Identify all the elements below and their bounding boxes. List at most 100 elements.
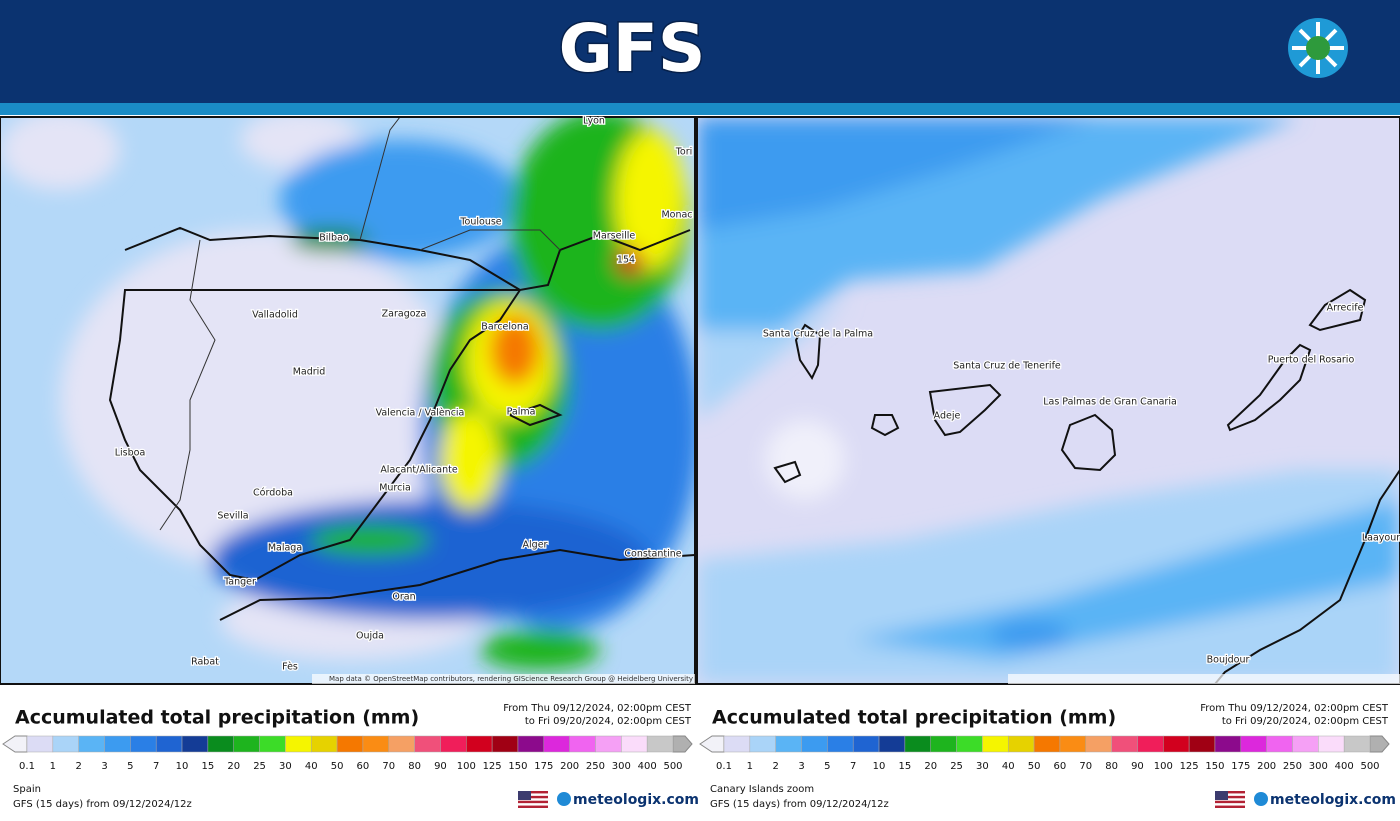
map-label: Santa Cruz de Tenerife bbox=[953, 361, 1061, 372]
colorbar-cell bbox=[801, 735, 828, 753]
map-label: Fès bbox=[282, 662, 298, 673]
attribution-bg bbox=[312, 674, 695, 684]
colorbar-cell bbox=[982, 735, 1009, 753]
colorbar-tick-label: 400 bbox=[1335, 761, 1354, 772]
colorbar-tick-label: 125 bbox=[1180, 761, 1199, 772]
map-label: Alacant/Alicante bbox=[380, 465, 458, 476]
legend-region: Canary Islands zoom bbox=[710, 784, 814, 795]
colorbar-cell bbox=[26, 735, 54, 753]
map-label: Constantine bbox=[624, 549, 681, 560]
colorbar-tick-label: 150 bbox=[1205, 761, 1224, 772]
colorbar-tick-label: 70 bbox=[1079, 761, 1092, 772]
colorbar-cell bbox=[1085, 735, 1112, 753]
colorbar-cell bbox=[491, 735, 519, 753]
map-label: Santa Cruz de la Palma bbox=[763, 329, 873, 340]
colorbar-cell bbox=[723, 735, 751, 753]
map-label: Adeje bbox=[934, 411, 961, 422]
map-label: Lyon bbox=[583, 116, 605, 127]
map-label: Laayoune bbox=[1362, 533, 1400, 544]
brand-icon bbox=[1254, 792, 1268, 806]
map-label: Arrecife bbox=[1327, 303, 1364, 314]
colorbar-tick-label: 20 bbox=[924, 761, 937, 772]
colorbar-tick-label: 80 bbox=[408, 761, 421, 772]
map-label: 154 bbox=[617, 255, 635, 266]
colorbar-tick-label: 0.1 bbox=[716, 761, 732, 772]
colorbar-cell bbox=[362, 735, 390, 753]
map-label: Zaragoza bbox=[382, 309, 427, 320]
colorbar-tick-label: 10 bbox=[176, 761, 189, 772]
map-label: Murcia bbox=[379, 483, 411, 494]
colorbar-tick-label: 150 bbox=[508, 761, 527, 772]
colorbar-tick-label: 40 bbox=[305, 761, 318, 772]
colorbar-cell bbox=[1007, 735, 1035, 753]
legend-from: From Thu 09/12/2024, 02:00pm CEST bbox=[1200, 703, 1389, 714]
colorbar-tick-label: 50 bbox=[331, 761, 344, 772]
colorbar-cell bbox=[310, 735, 338, 753]
colorbar-tick-label: 50 bbox=[1028, 761, 1041, 772]
colorbar-tick-label: 200 bbox=[1257, 761, 1276, 772]
colorbar-cell bbox=[517, 735, 545, 753]
colorbar-tick-label: 90 bbox=[434, 761, 447, 772]
map-label: Toulouse bbox=[459, 217, 501, 228]
flag-stripe bbox=[1215, 793, 1245, 796]
legend-title: Accumulated total precipitation (mm) bbox=[712, 707, 1116, 729]
colorbar-cell bbox=[1188, 735, 1216, 753]
map-label: Alger bbox=[523, 540, 548, 551]
colorbar-cell bbox=[930, 735, 957, 753]
header-bar bbox=[0, 0, 1400, 103]
header-title: GFS bbox=[559, 10, 706, 87]
flag-stripe bbox=[518, 803, 548, 806]
colorbar-tick-label: 250 bbox=[586, 761, 605, 772]
colorbar-tick-label: 15 bbox=[899, 761, 912, 772]
flag-stripe bbox=[1215, 798, 1245, 801]
colorbar-tick-label: 10 bbox=[873, 761, 886, 772]
colorbar-tick-label: 5 bbox=[824, 761, 830, 772]
colorbar-cell bbox=[775, 735, 802, 753]
colorbar-cell bbox=[621, 735, 648, 753]
flag-stripe bbox=[518, 793, 548, 796]
colorbar-cell bbox=[440, 735, 467, 753]
colorbar-tick-label: 7 bbox=[850, 761, 856, 772]
colorbar-tick-label: 125 bbox=[483, 761, 502, 772]
colorbar-arrow bbox=[1369, 735, 1390, 753]
flag-canton bbox=[1215, 791, 1228, 800]
legend-region: Spain bbox=[13, 784, 41, 795]
map-label: Oran bbox=[392, 592, 415, 603]
legend-title: Accumulated total precipitation (mm) bbox=[15, 707, 419, 729]
map-attribution: Map data © OpenStreetMap contributors, r… bbox=[329, 675, 693, 683]
colorbar-tick-label: 500 bbox=[663, 761, 682, 772]
map-canary bbox=[697, 117, 1400, 684]
colorbar-cell bbox=[1163, 735, 1190, 753]
colorbar-cell bbox=[646, 735, 674, 753]
colorbar-tick-label: 3 bbox=[101, 761, 107, 772]
colorbar-cell bbox=[466, 735, 493, 753]
colorbar-tick-label: 25 bbox=[253, 761, 266, 772]
colorbar-cell bbox=[1111, 735, 1138, 753]
map-label: Córdoba bbox=[253, 488, 293, 499]
colorbar-tick-label: 175 bbox=[1231, 761, 1250, 772]
colorbar-cell bbox=[543, 735, 570, 753]
legend-from: From Thu 09/12/2024, 02:00pm CEST bbox=[503, 703, 692, 714]
colorbar-tick-label: 60 bbox=[357, 761, 370, 772]
colorbar-tick-label: 80 bbox=[1105, 761, 1118, 772]
colorbar-cell bbox=[207, 735, 234, 753]
map-label: Oujda bbox=[356, 631, 384, 642]
colorbar-tick-label: 250 bbox=[1283, 761, 1302, 772]
colorbar-cell bbox=[827, 735, 854, 753]
colorbar-cell bbox=[595, 735, 622, 753]
colorbar-cell bbox=[78, 735, 105, 753]
colorbar-tick-label: 40 bbox=[1002, 761, 1015, 772]
colorbar-cell bbox=[336, 735, 364, 753]
colorbar-cell bbox=[878, 735, 906, 753]
colorbar-tick-label: 70 bbox=[382, 761, 395, 772]
colorbar-cell bbox=[155, 735, 183, 753]
map-label: Tanger bbox=[223, 577, 256, 588]
colorbar-tick-label: 30 bbox=[976, 761, 989, 772]
colorbar-tick-label: 175 bbox=[534, 761, 553, 772]
colorbar-tick-label: 25 bbox=[950, 761, 963, 772]
colorbar-cell bbox=[1033, 735, 1061, 753]
map-label: Boujdour bbox=[1207, 655, 1250, 666]
colorbar-tick-label: 2 bbox=[75, 761, 81, 772]
colorbar-tick-label: 5 bbox=[127, 761, 133, 772]
colorbar-arrow bbox=[2, 735, 28, 753]
